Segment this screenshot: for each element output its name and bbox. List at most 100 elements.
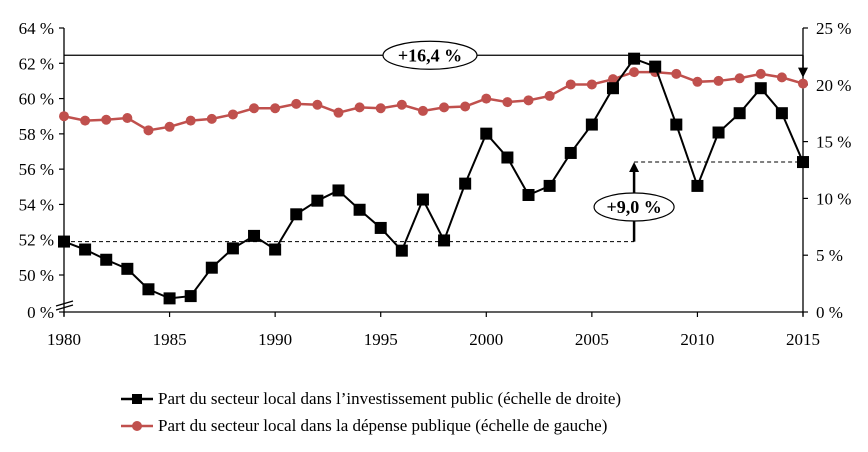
point-spending-1981: [80, 115, 91, 126]
point-spending-2011: [713, 75, 724, 86]
point-investment-1997: [416, 193, 429, 206]
point-spending-1990: [270, 103, 281, 114]
left-tick-label: 58 %: [19, 125, 54, 144]
point-spending-2014: [776, 72, 787, 83]
legend: Part du secteur local dans l’investissem…: [120, 385, 621, 439]
series-line-investment: [63, 57, 804, 300]
point-spending-1982: [101, 114, 112, 125]
legend-label-investment: Part du secteur local dans l’investissem…: [158, 388, 622, 408]
point-spending-2005: [586, 79, 597, 90]
left-tick-label: 0 %: [27, 303, 54, 322]
point-spending-1988: [227, 109, 238, 120]
point-investment-1999: [459, 177, 472, 190]
point-investment-2008: [649, 60, 662, 73]
point-investment-2015: [797, 156, 809, 169]
x-tick-label: 2005: [575, 330, 609, 349]
point-investment-1996: [395, 244, 408, 257]
point-investment-2001: [501, 151, 514, 164]
point-investment-2006: [606, 82, 619, 95]
left-tick-label: 60 %: [19, 90, 54, 109]
series-line-spending: [63, 70, 804, 132]
right-tick-label: 25 %: [816, 19, 851, 38]
point-spending-1983: [122, 112, 133, 123]
point-investment-2009: [670, 118, 683, 131]
point-investment-2003: [543, 179, 556, 192]
x-tick-label: 2010: [680, 330, 714, 349]
point-spending-2000: [481, 93, 492, 104]
x-tick-label: 1990: [258, 330, 292, 349]
x-tick-label: 1980: [47, 330, 81, 349]
axis-break-mark: [55, 300, 74, 307]
point-investment-1984: [142, 283, 155, 296]
annotation-label-invest: +9,0 %: [606, 197, 661, 217]
point-spending-1991: [291, 98, 302, 109]
left-tick-label: 52 %: [19, 231, 54, 250]
point-spending-2009: [671, 68, 682, 79]
point-spending-1987: [206, 113, 217, 124]
left-tick-label: 50 %: [19, 266, 54, 285]
point-spending-1993: [333, 107, 344, 118]
point-investment-2013: [754, 82, 767, 95]
x-tick-label: 1985: [153, 330, 187, 349]
series: [58, 52, 809, 305]
point-spending-2015: [798, 78, 808, 89]
point-investment-1995: [374, 221, 387, 234]
point-spending-1984: [143, 125, 154, 136]
right-tick-label: 10 %: [816, 189, 851, 208]
point-spending-2010: [692, 76, 703, 87]
point-spending-1996: [396, 99, 407, 110]
down-arrow-head: [798, 67, 808, 78]
point-spending-1989: [249, 103, 260, 114]
axes: 0 % 50 % 52 % 54 % 56 % 58 % 60 % 62 % 64 % 0 % 5 …: [19, 19, 852, 349]
right-tick-label: 0 %: [816, 303, 843, 322]
point-investment-1989: [248, 229, 261, 242]
point-investment-2007: [628, 52, 641, 65]
chart: 0 % 50 % 52 % 54 % 56 % 58 % 60 % 62 % 64 % 0 % 5 …: [19, 19, 852, 349]
point-investment-2000: [480, 127, 493, 140]
point-spending-1980: [59, 111, 69, 122]
point-spending-1992: [312, 99, 323, 110]
point-spending-1985: [164, 121, 175, 132]
point-investment-1982: [100, 253, 113, 266]
point-investment-2014: [775, 107, 788, 120]
point-investment-1986: [184, 290, 197, 303]
legend-item-investment: Part du secteur local dans l’investissem…: [120, 385, 621, 412]
annotations: +16,4 % +9,0 %: [64, 40, 808, 243]
annotation-label-top: +16,4 %: [398, 45, 462, 65]
point-spending-2002: [523, 95, 534, 106]
point-investment-2005: [585, 118, 598, 131]
point-spending-1995: [375, 103, 386, 114]
point-investment-1993: [332, 184, 345, 197]
left-tick-label: 56 %: [19, 160, 54, 179]
point-spending-1994: [354, 102, 365, 113]
legend-label-spending: Part du secteur local dans la dépense pu…: [158, 415, 608, 435]
label-ellipse-top: [382, 40, 478, 70]
point-spending-2001: [502, 97, 513, 108]
right-tick-label: 5 %: [816, 246, 843, 265]
point-spending-2007: [629, 67, 640, 78]
point-investment-2011: [712, 126, 725, 139]
legend-swatch-spending: [121, 420, 153, 431]
axis-break-mark: [55, 304, 74, 311]
x-tick-label: 2000: [469, 330, 503, 349]
point-spending-1997: [417, 105, 428, 116]
point-investment-1991: [290, 208, 303, 221]
point-investment-2012: [733, 107, 746, 120]
point-investment-1988: [226, 242, 239, 255]
point-investment-1987: [205, 261, 218, 274]
point-investment-1992: [311, 194, 324, 207]
point-investment-1994: [353, 203, 366, 216]
point-spending-1998: [439, 102, 450, 113]
x-tick-label: 2015: [786, 330, 820, 349]
left-tick-label: 62 %: [19, 54, 54, 73]
x-tick-label: 1995: [364, 330, 398, 349]
point-investment-1998: [438, 234, 451, 247]
point-investment-1985: [163, 292, 176, 305]
point-investment-1990: [269, 243, 282, 256]
point-spending-1986: [185, 115, 196, 126]
point-spending-2004: [565, 79, 576, 90]
point-investment-2010: [691, 179, 704, 192]
point-spending-1999: [460, 101, 471, 112]
label-ellipse-invest: [593, 192, 675, 222]
point-investment-2004: [564, 146, 577, 159]
